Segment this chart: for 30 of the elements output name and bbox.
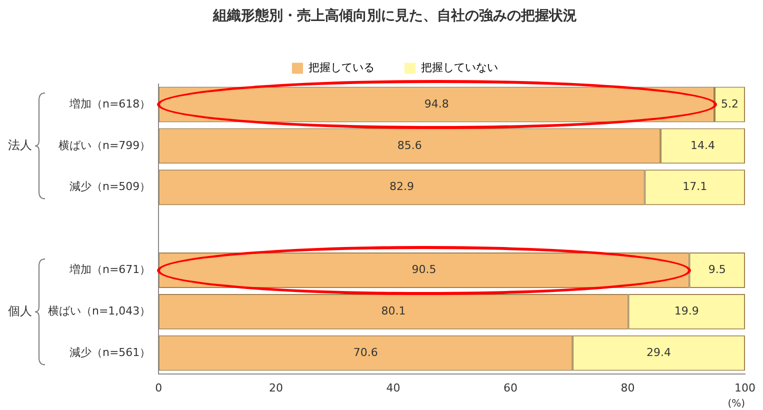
x-axis-title: (%): [728, 398, 746, 410]
chart-title: 組織形態別・売上高傾向別に見た、自社の強みの把握状況: [212, 7, 577, 24]
legend-label: 把握していない: [421, 61, 498, 74]
y-tick-label: 増加（n=671）: [68, 263, 151, 276]
text: 個人: [8, 304, 32, 318]
data-label: 90.5: [412, 263, 436, 276]
x-tick-label: 100: [734, 381, 756, 394]
legend-label: 把握している: [308, 61, 374, 74]
data-label: 19.9: [674, 304, 699, 318]
data-label: 17.1: [682, 180, 708, 194]
data-label: 5.2: [721, 97, 739, 110]
data-label: 14.4: [690, 138, 716, 152]
data-label: 29.4: [646, 346, 672, 359]
x-tick-label: 80: [620, 381, 635, 394]
data-label: 82.9: [389, 180, 414, 194]
y-tick-label: 減少（n=509）: [69, 180, 151, 194]
x-tick-label: 60: [503, 381, 518, 394]
x-tick-label: 40: [386, 381, 400, 394]
data-label: 85.6: [397, 138, 422, 152]
data-label: 70.6: [353, 346, 378, 359]
data-label: 94.8: [424, 97, 449, 110]
y-tick-label: 増加（n=618）: [68, 97, 151, 110]
y-tick-label: 減少（n=561）: [69, 346, 151, 359]
y-tick-label: 横ばい（n=799）: [58, 138, 151, 152]
x-tick-label: 0: [155, 381, 162, 394]
data-label: 9.5: [708, 263, 726, 276]
y-tick-label: 横ばい（n=1,043）: [48, 304, 151, 318]
x-tick-label: 20: [268, 381, 283, 394]
data-label: 80.1: [381, 304, 406, 318]
text: 法人: [8, 138, 32, 152]
